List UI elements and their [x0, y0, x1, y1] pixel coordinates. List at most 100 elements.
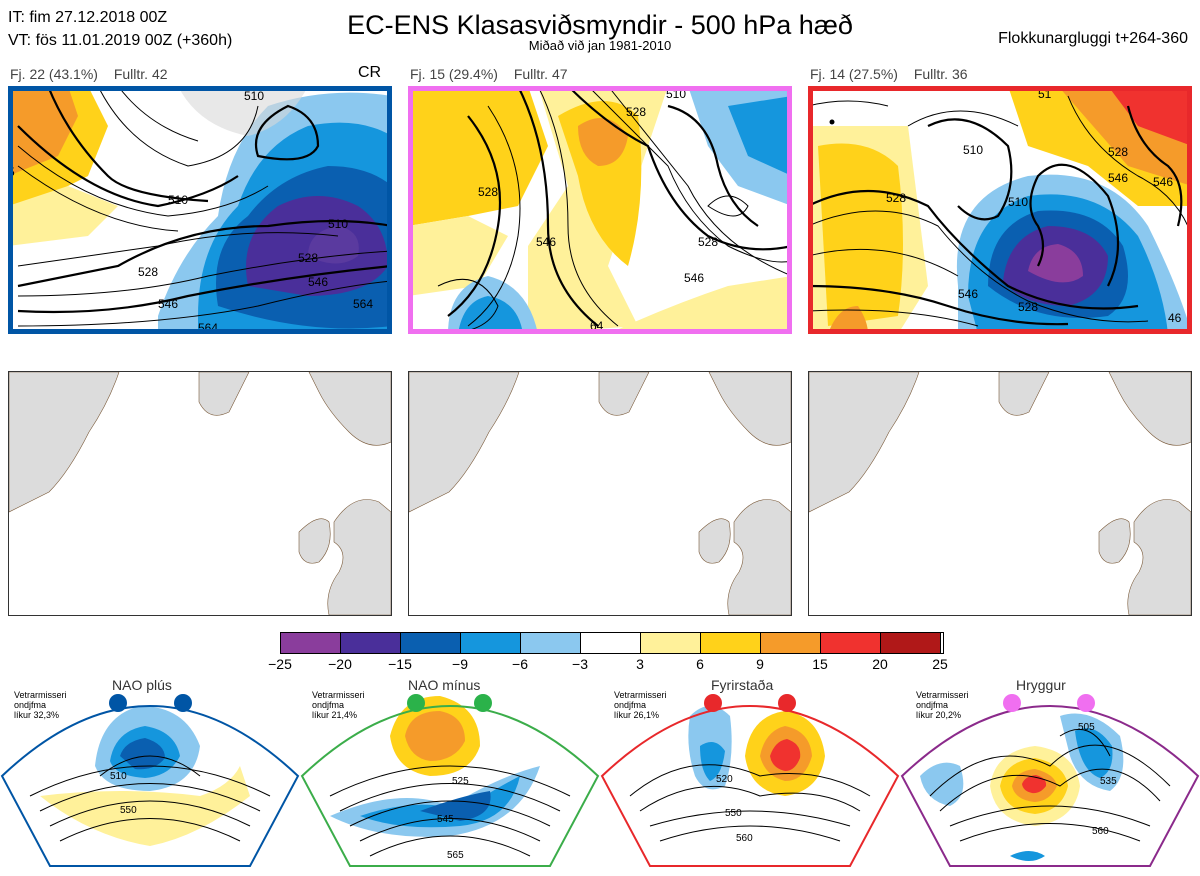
regime-2-label-1: 525: [452, 776, 469, 787]
colorbar: [280, 632, 944, 659]
cluster-3-contour-label-1: 510: [963, 143, 983, 157]
regime-4-name: Hryggur: [1016, 677, 1066, 693]
cluster-3-label: Fj. 14 (27.5%): [810, 66, 898, 82]
colorbar-tick-label: −20: [328, 656, 352, 672]
colorbar-swatches: [280, 632, 944, 654]
regime-2-label-2: 545: [437, 814, 454, 825]
cluster-3-contour-label-7: 510: [1008, 195, 1028, 209]
colorbar-swatch: [580, 632, 641, 654]
cluster-1-contour-label-5: 546: [158, 297, 178, 311]
regime-4-info: Vetrarmisseri ondjfma líkur 20,2%: [916, 690, 969, 720]
regime-2-info: Vetrarmisseri ondjfma líkur 21,4%: [312, 690, 365, 720]
page-subtitle: Miðað við jan 1981-2010: [528, 38, 672, 53]
regime-1-dot-left: [109, 694, 127, 712]
cluster-2-contour-label-5: 528: [698, 235, 718, 249]
cluster-2-map: 528 528 546 546 528 510 64: [408, 86, 792, 334]
cluster-2-contour-label-3: 546: [536, 235, 556, 249]
regime-3-info: Vetrarmisseri ondjfma líkur 26,1%: [614, 690, 667, 720]
regime-3-label-3: 560: [736, 833, 753, 844]
colorbar-tick-label: −6: [512, 656, 528, 672]
cluster-3-contour-label-8: 546: [1153, 175, 1173, 189]
cluster-3-title: Fj. 14 (27.5%) Fulltr. 36: [810, 66, 968, 82]
cluster-3-contour-label-5: 546: [1108, 171, 1128, 185]
cluster-1-contour-label-4: 528: [298, 251, 318, 265]
regime-1-dot-right: [174, 694, 192, 712]
regime-3-dot-left: [704, 694, 722, 712]
regime-2-info-months: ondjfma: [312, 700, 345, 710]
regime-4-info-prob: líkur 20,2%: [916, 710, 962, 720]
regime-nao-minus-map: [300, 696, 600, 867]
cluster-3-contour-label-6: 528: [1108, 145, 1128, 159]
cluster-1-fulltr: Fulltr. 42: [113, 66, 168, 82]
cluster-3-contour-label-4: 546: [958, 287, 978, 301]
regime-nao-plus-map: [0, 705, 300, 867]
regime-4-dot-left: [1003, 694, 1021, 712]
cluster-3-fulltr: Fulltr. 36: [913, 66, 968, 82]
colorbar-swatch: [520, 632, 581, 654]
colorbar-swatch: [460, 632, 521, 654]
cluster-1-title: Fj. 22 (43.1%) Fulltr. 42: [10, 66, 168, 82]
colorbar-swatch: [760, 632, 821, 654]
regime-1-info: Vetrarmisseri ondjfma líkur 32,3%: [14, 690, 67, 720]
colorbar-tick-label: 3: [636, 656, 644, 672]
colorbar-tick-label: 20: [872, 656, 888, 672]
cluster-2-contour-label-4: 546: [684, 271, 704, 285]
cluster-3-map: 510 528 528 546 546 528 510 546 46 51: [808, 86, 1192, 334]
regime-3-label-2: 550: [725, 808, 742, 819]
colorbar-tick-label: −25: [268, 656, 292, 672]
regime-1-info-months: ondjfma: [14, 700, 47, 710]
cluster-1-contour-label-9: 510: [244, 89, 264, 103]
cluster-2-label: Fj. 15 (29.4%): [410, 66, 498, 82]
colorbar-tick-label: −3: [572, 656, 588, 672]
regime-ridge-map: [900, 705, 1200, 867]
cluster-1-border: [8, 86, 392, 334]
regime-4-dot-right: [1077, 694, 1095, 712]
cluster-3-contour-label-3: 528: [1018, 300, 1038, 314]
regime-1-label-2: 550: [120, 805, 137, 816]
regime-4-label-2: 535: [1100, 776, 1117, 787]
colorbar-swatch: [820, 632, 881, 654]
colorbar-swatch: [400, 632, 461, 654]
regime-3-info-months: ondjfma: [614, 700, 647, 710]
regime-1-info-season: Vetrarmisseri: [14, 690, 67, 700]
colorbar-swatch: [340, 632, 401, 654]
regime-1-info-prob: líkur 32,3%: [14, 710, 60, 720]
regime-3-label-1: 520: [716, 774, 733, 785]
cluster-2-contour-label-2: 528: [626, 105, 646, 119]
cluster-2-contour-label-1: 528: [478, 185, 498, 199]
cluster-1-contour-label-7: 564: [353, 297, 373, 311]
regime-1-label-1: 510: [110, 771, 127, 782]
regime-3-name: Fyrirstaða: [711, 677, 774, 693]
regime-4-label-1: 505: [1078, 722, 1095, 733]
empty-map-3: [808, 371, 1192, 616]
header-times: IT: fim 27.12.2018 00Z VT: fös 11.01.201…: [8, 6, 232, 52]
cluster-3-border: [808, 86, 1192, 334]
cluster-2-border: [408, 86, 792, 334]
regimes-row: 510 550 525 545 565 520 550 560 505 535 …: [0, 676, 1200, 871]
cluster-2-title: Fj. 15 (29.4%) Fulltr. 47: [410, 66, 568, 82]
regime-2-info-prob: líkur 21,4%: [312, 710, 358, 720]
colorbar-tick-label: 6: [696, 656, 704, 672]
colorbar-swatch: [640, 632, 701, 654]
cluster-1-map: 510 510 528 528 546 546 564 564 510 5: [8, 86, 392, 334]
empty-map-2: [408, 371, 792, 616]
regime-3-dot-right: [778, 694, 796, 712]
empty-map-1: [8, 371, 392, 616]
regime-4-info-season: Vetrarmisseri: [916, 690, 969, 700]
cluster-3-contour-label-2: 528: [886, 191, 906, 205]
cluster-1-contour-label-2: 510: [328, 217, 348, 231]
valid-time: VT: fös 11.01.2019 00Z (+360h): [8, 32, 233, 49]
cluster-3-contour-label-9: 46: [1168, 311, 1182, 325]
regime-2-label-3: 565: [447, 850, 464, 861]
regime-2-dot-left: [407, 694, 425, 712]
regime-3-info-prob: líkur 26,1%: [614, 710, 660, 720]
regime-2-info-season: Vetrarmisseri: [312, 690, 365, 700]
regime-4-info-months: ondjfma: [916, 700, 949, 710]
regime-2-name: NAO mínus: [408, 677, 481, 693]
cluster-1-tag: CR: [358, 64, 382, 81]
cluster-1-contour-label-6: 546: [308, 275, 328, 289]
page-title: EC-ENS Klasasviðsmyndir - 500 hPa hæð: [347, 10, 853, 40]
colorbar-tick-label: 9: [756, 656, 764, 672]
cluster-1-contour-label-3: 528: [138, 265, 158, 279]
colorbar-tick-label: 25: [932, 656, 948, 672]
